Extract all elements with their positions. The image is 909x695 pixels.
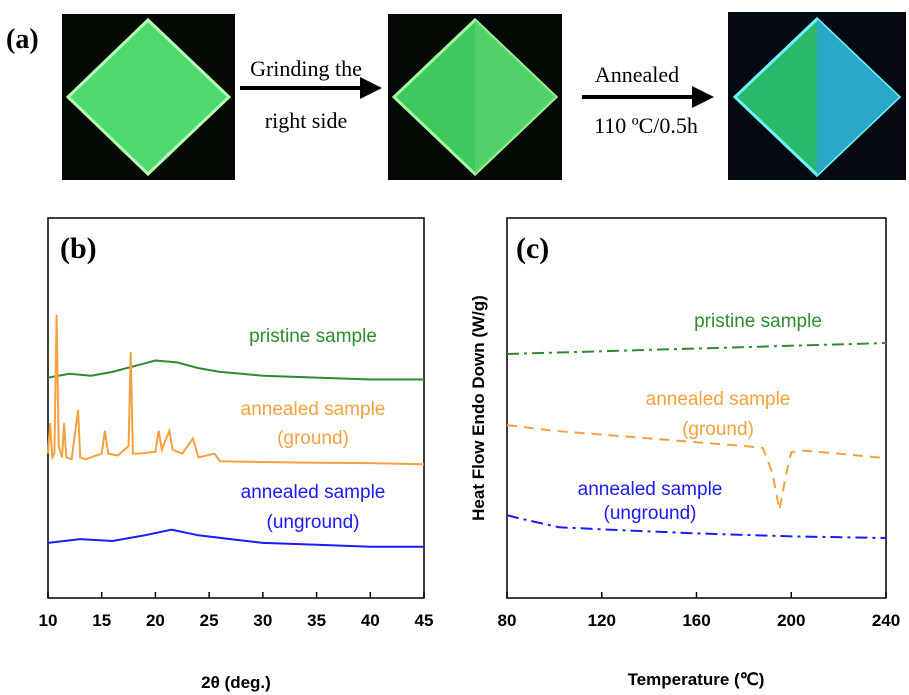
photo: [728, 12, 906, 180]
data-line: [506, 514, 887, 539]
series-label: (unground): [267, 512, 360, 533]
photo: [388, 14, 562, 180]
x-axis-label: Temperature (℃): [628, 670, 765, 689]
data-line: [47, 359, 424, 381]
x-tick-label: 200: [777, 611, 805, 630]
data-line: [506, 424, 887, 510]
x-tick-label: 40: [361, 611, 380, 630]
data-line: [506, 342, 887, 355]
series-label: annealed sample: [646, 389, 791, 410]
series-label: annealed sample: [241, 399, 386, 420]
arrow: [582, 86, 714, 108]
x-tick-label: 20: [146, 611, 165, 630]
plot-frame: [47, 217, 425, 599]
x-tick-label: 240: [872, 611, 900, 630]
x-tick-label: 80: [498, 611, 517, 630]
panel-label: (b): [60, 232, 97, 265]
arrow-label: Grinding the: [250, 56, 362, 81]
x-tick-label: 35: [307, 611, 326, 630]
panel-label: (c): [516, 232, 549, 265]
x-tick-label: 15: [92, 611, 111, 630]
x-tick-label: 30: [253, 611, 272, 630]
x-tick-label: 25: [200, 611, 219, 630]
series-label: (ground): [682, 419, 754, 440]
series-label: (unground): [604, 503, 697, 524]
x-tick-label: 160: [682, 611, 710, 630]
x-tick-label: 120: [588, 611, 616, 630]
series-label: annealed sample: [241, 482, 386, 503]
arrow-label: right side: [265, 108, 348, 133]
series-label: pristine sample: [694, 311, 822, 332]
photo: [62, 14, 235, 180]
panel-label: (a): [6, 24, 39, 55]
y-axis-label: Heat Flow Endo Down (W/g): [469, 295, 488, 521]
data-line: [47, 528, 424, 548]
arrow: [240, 77, 382, 99]
x-axis-label: 2θ (deg.): [201, 673, 271, 692]
x-tick-label: 45: [415, 611, 434, 630]
data-line: [47, 314, 425, 466]
series-label: annealed sample: [578, 479, 723, 500]
arrow-label: Annealed: [595, 62, 679, 87]
x-tick-label: 10: [39, 611, 58, 630]
arrow-label: 110 ºC/0.5h: [594, 113, 698, 138]
series-label: (ground): [277, 428, 349, 449]
series-label: pristine sample: [249, 326, 377, 347]
